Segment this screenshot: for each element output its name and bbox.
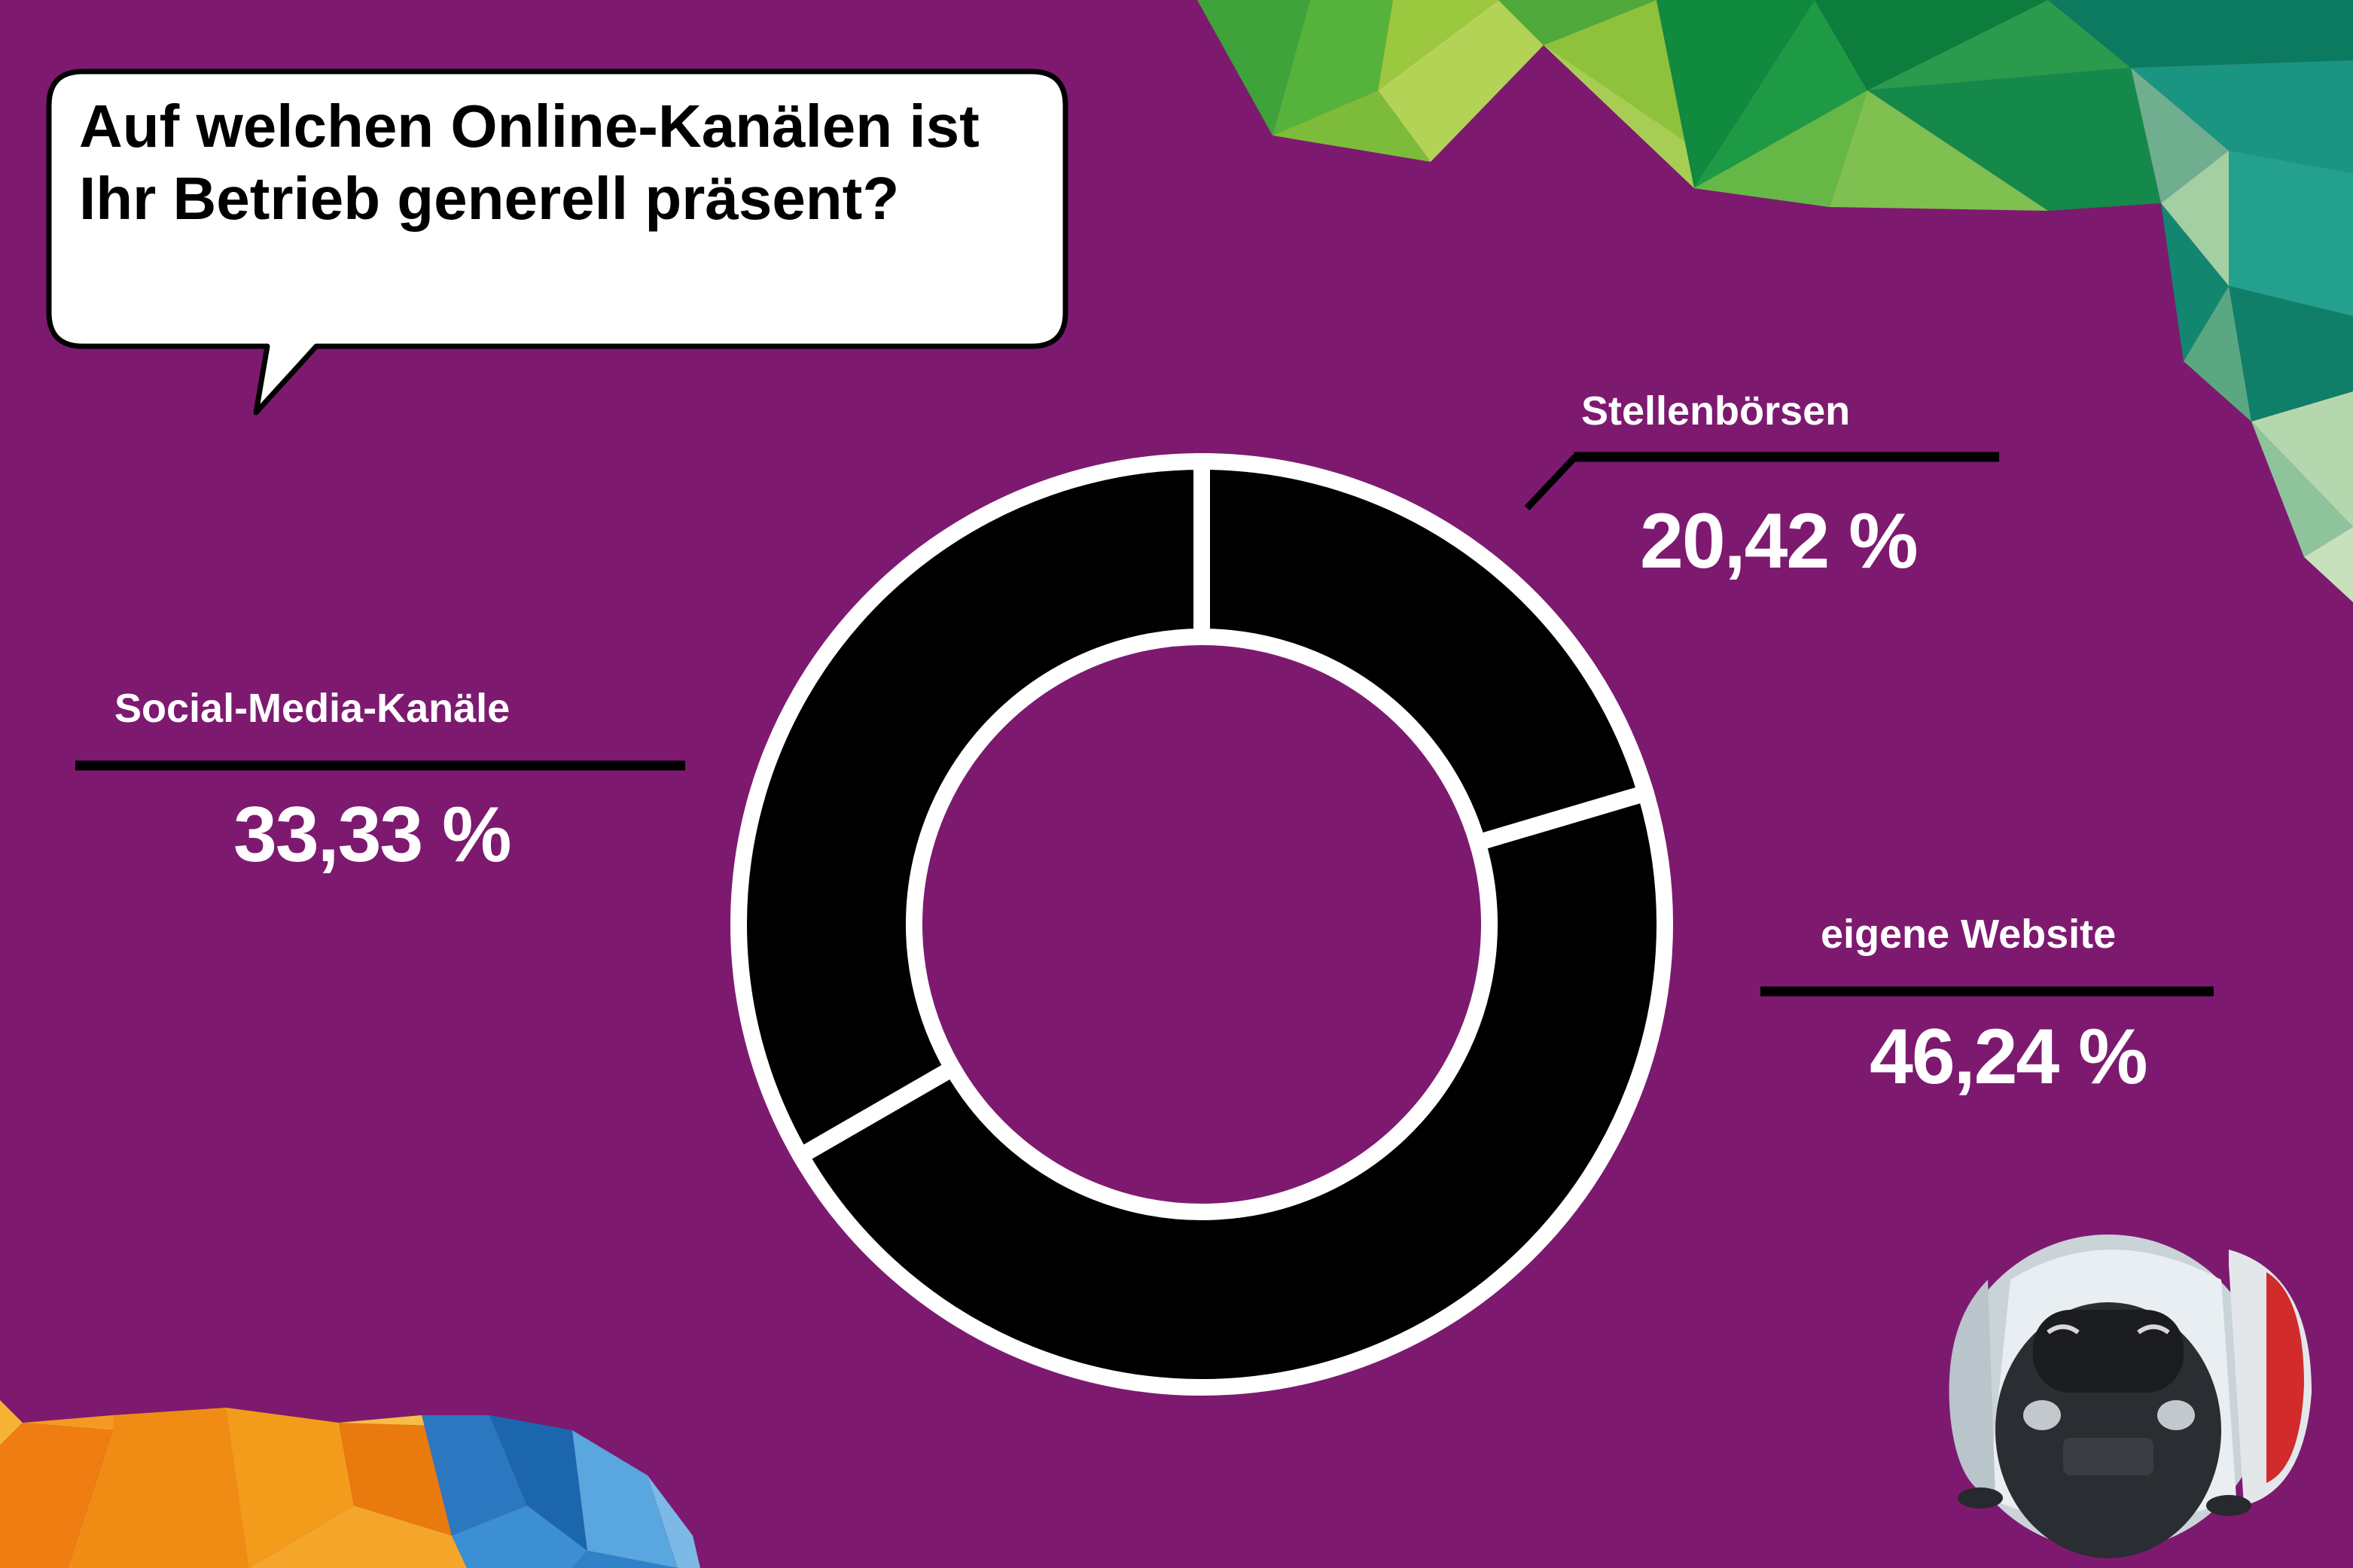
chart-title: Auf welchen Online-Kanälen ist Ihr Betri… [79,93,980,232]
data-label-stellenboersen: 20,42 % [1640,498,1919,585]
data-label-eigene-website: 46,24 % [1870,1013,2148,1101]
donut-slice-stellenboersen [1193,452,1657,854]
donut-slice-social-media [730,452,1210,1168]
legend-label-eigene-website: eigene Website [1821,912,2117,957]
legend-label-social-media: Social-Media-Kanäle [114,686,511,731]
leader-lines [75,452,2214,997]
donut-chart [730,452,1673,1396]
legend-label-stellenboersen: Stellenbörsen [1581,388,1851,434]
robot-illustration [1949,1235,2312,1558]
donut-slice-eigene-website [789,782,1673,1396]
data-label-social-media: 33,33 % [233,791,512,878]
decor-top-right [1197,0,2353,602]
speech-bubble [46,69,1068,416]
decor-bottom-left [0,1400,700,1568]
